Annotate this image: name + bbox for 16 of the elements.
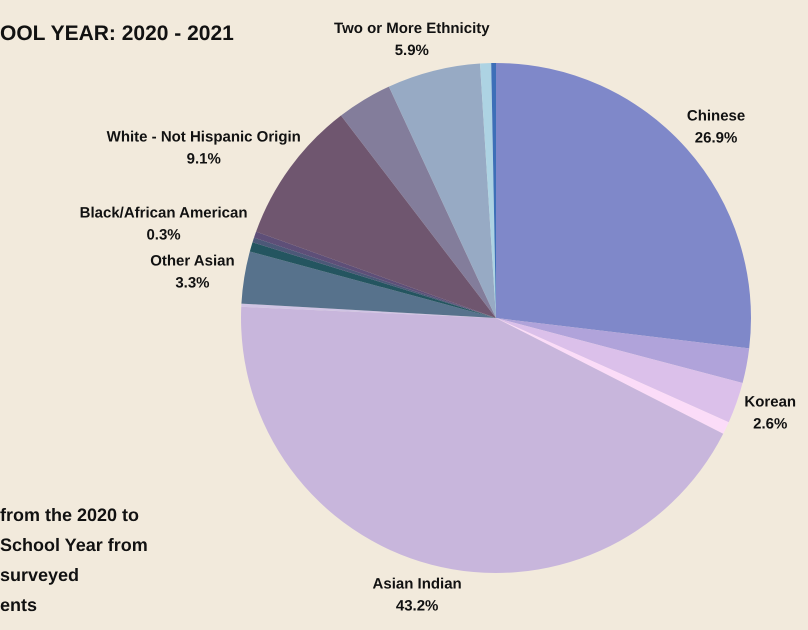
data-label: 5.9%: [394, 42, 429, 59]
chart-title: OOL YEAR: 2020 - 2021: [0, 22, 234, 46]
slice-label: Chinese: [686, 108, 746, 125]
data-label: 9.1%: [186, 150, 221, 168]
data-label: 2.6%: [753, 416, 788, 433]
data-label: 43.2%: [396, 598, 438, 615]
slice-label: Other Asian: [150, 252, 235, 270]
data-label: 0.3%: [146, 226, 181, 244]
data-label: 3.3%: [175, 274, 210, 292]
slice-label: Two or More Ethnicity: [334, 20, 490, 37]
slice-label: White - Not Hispanic Origin: [106, 128, 301, 146]
text: from the 2020 to School Year from surveyed ents: [0, 504, 148, 617]
slice-label: Asian Indian: [372, 576, 462, 593]
slice-label: Black/African American: [80, 204, 248, 222]
slice-label: Korean: [744, 394, 796, 411]
data-label: 26.9%: [694, 130, 738, 147]
